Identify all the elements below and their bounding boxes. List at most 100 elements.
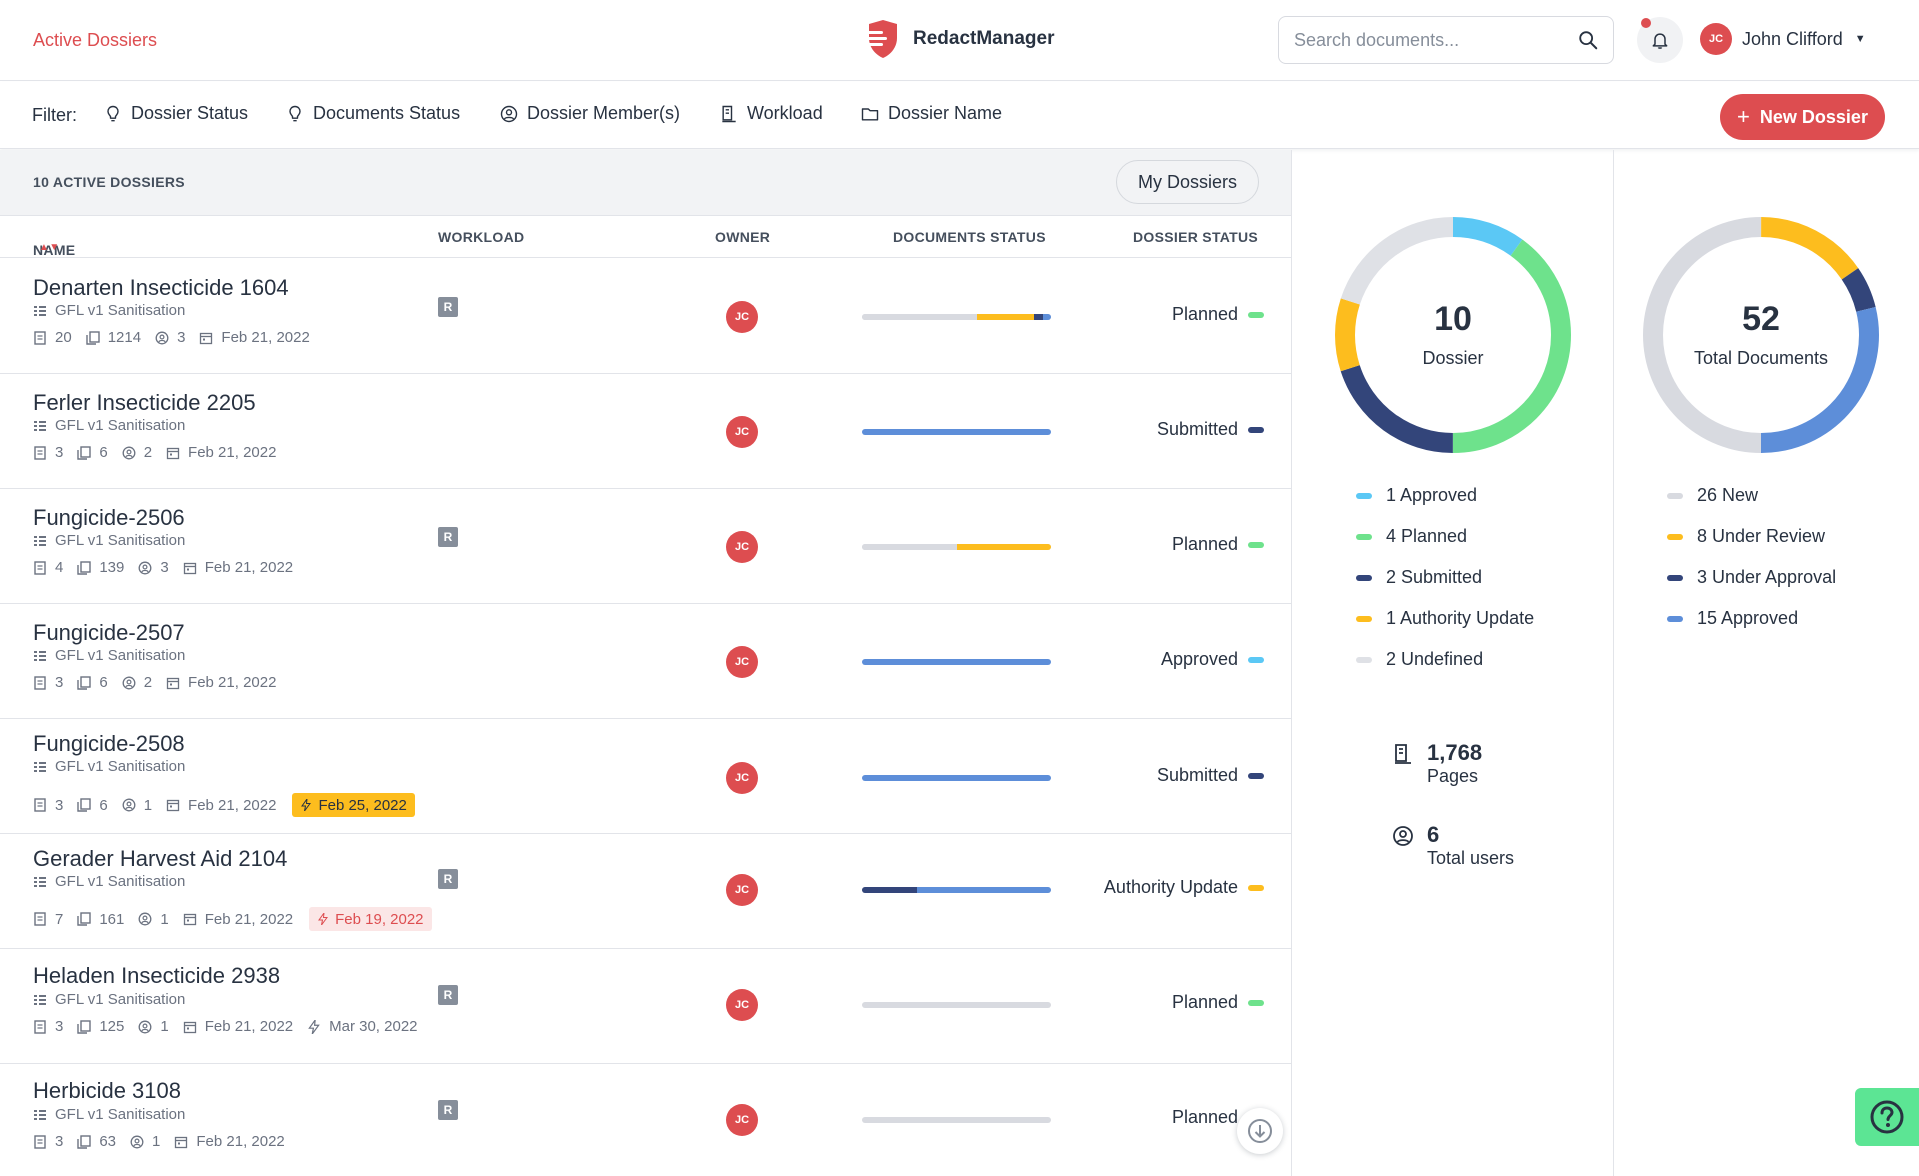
search-input[interactable]	[1294, 29, 1577, 51]
legend-under-review[interactable]: 8 Under Review	[1667, 516, 1836, 557]
documents-status-bar	[862, 544, 1051, 550]
legend-new[interactable]: 26 New	[1667, 475, 1836, 516]
created-date-value: Feb 21, 2022	[188, 796, 277, 814]
legend-authority-update[interactable]: 1 Authority Update	[1356, 598, 1534, 639]
owner-avatar[interactable]: JC	[726, 874, 758, 906]
owner-avatar[interactable]: JC	[726, 1104, 758, 1136]
calendar-icon	[183, 1021, 196, 1033]
breadcrumb-active-dossiers[interactable]: Active Dossiers	[33, 30, 158, 50]
filter-workload[interactable]: Workload	[719, 103, 823, 124]
owner-avatar[interactable]: JC	[726, 301, 758, 333]
scroll-to-bottom-button[interactable]	[1237, 1108, 1283, 1154]
dossier-name[interactable]: Fungicide-2506	[33, 505, 185, 530]
dossier-name[interactable]: Gerader Harvest Aid 2104	[33, 846, 288, 871]
document-icon	[34, 675, 46, 690]
legend-under-approval[interactable]: 3 Under Approval	[1667, 557, 1836, 598]
table-row[interactable]: Ferler Insecticide 2205 GFL v1 Sanitisat…	[0, 374, 1291, 489]
user-circle-icon	[122, 676, 136, 689]
dossier-status-label: Planned	[1171, 1107, 1238, 1127]
filter-dossier-name[interactable]: Dossier Name	[860, 103, 1002, 124]
dossier-name[interactable]: Herbicide 3108	[33, 1078, 181, 1103]
legend-planned[interactable]: 4 Planned	[1356, 516, 1534, 557]
document-icon	[34, 798, 46, 812]
template-icon	[34, 1109, 46, 1120]
legend-submitted-label: 2 Submitted	[1386, 567, 1483, 587]
table-row[interactable]: Fungicide-2506 GFL v1 Sanitisation 4 139…	[0, 489, 1291, 604]
pages-count-value: 63	[99, 1133, 117, 1150]
owner-avatar[interactable]: JC	[726, 646, 758, 678]
users-value: 6	[1427, 822, 1440, 847]
help-button[interactable]	[1855, 1088, 1919, 1146]
new-dossier-button[interactable]: + New Dossier	[1720, 94, 1885, 140]
filter-dossier-status[interactable]: Dossier Status	[103, 103, 248, 124]
legend-approved[interactable]: 1 Approved	[1356, 475, 1534, 516]
table-row[interactable]: Gerader Harvest Aid 2104 GFL v1 Sanitisa…	[0, 834, 1291, 949]
pages-icon	[77, 445, 92, 460]
dossier-name[interactable]: Denarten Insecticide 1604	[33, 275, 289, 300]
legend-submitted[interactable]: 2 Submitted	[1356, 557, 1534, 598]
user-menu[interactable]: JC John Clifford ▼	[1700, 23, 1866, 55]
owner-avatar[interactable]: JC	[726, 989, 758, 1021]
documents-status-bar	[862, 659, 1051, 665]
members-count: 2	[122, 674, 152, 691]
dossier-statistics-panel: 10 Dossier 1 Approved 4 Planned 2 Submit…	[1293, 150, 1919, 1176]
lightbulb-icon	[107, 105, 119, 121]
table-row[interactable]: Heladen Insecticide 2938 GFL v1 Sanitisa…	[0, 949, 1291, 1064]
template-icon	[34, 305, 46, 316]
sort-icon[interactable]: ▲▼	[39, 242, 60, 253]
document-list-icon	[1395, 744, 1411, 764]
user-avatar: JC	[1700, 23, 1732, 55]
user-circle-icon	[1393, 826, 1413, 846]
template-name: GFL v1 Sanitisation	[55, 758, 186, 775]
members-count-value: 1	[152, 1133, 161, 1150]
documents-legend: 26 New 8 Under Review 3 Under Approval 1…	[1667, 475, 1836, 639]
chevron-down-icon: ▼	[1854, 33, 1866, 45]
user-circle-icon	[130, 1135, 144, 1148]
table-row[interactable]: Herbicide 3108 GFL v1 Sanitisation 3 63 …	[0, 1064, 1291, 1176]
brand[interactable]: RedactManager	[861, 18, 1055, 60]
dossier-status-label: Approved	[1160, 649, 1238, 669]
pages-kpi: 1,768 Pages	[1391, 740, 1482, 787]
owner-avatar[interactable]: JC	[726, 416, 758, 448]
column-owner[interactable]: OWNER	[715, 229, 771, 245]
legend-under-approval-label: 3 Under Approval	[1697, 567, 1837, 587]
dossier-status: Planned	[1172, 992, 1264, 1013]
dossier-name[interactable]: Fungicide-2508	[33, 731, 185, 756]
template-icon	[34, 994, 46, 1005]
legend-undefined[interactable]: 2 Undefined	[1356, 639, 1534, 680]
documents-count-value: 3	[55, 674, 64, 691]
my-dossiers-toggle[interactable]: My Dossiers	[1116, 160, 1259, 204]
user-circle-icon	[500, 105, 518, 122]
notifications-button[interactable]	[1637, 17, 1683, 63]
search-box[interactable]	[1278, 16, 1614, 64]
legend-undefined-label: 2 Undefined	[1386, 649, 1484, 669]
legend-swatch	[1356, 656, 1372, 663]
donut-segment-authority-update	[1335, 217, 1571, 453]
dossier-name[interactable]: Ferler Insecticide 2205	[33, 390, 256, 415]
pages-label: Pages	[1427, 766, 1479, 786]
due-date: Mar 30, 2022	[307, 1018, 418, 1035]
documents-count: 4	[33, 559, 63, 576]
table-row[interactable]: Fungicide-2507 GFL v1 Sanitisation 3 6 2…	[0, 604, 1291, 719]
documents-total-label: Total Documents	[1693, 348, 1829, 368]
dossier-template: GFL v1 Sanitisation	[33, 417, 185, 434]
table-row[interactable]: Denarten Insecticide 1604 GFL v1 Sanitis…	[0, 259, 1291, 374]
documents-count-value: 3	[55, 444, 64, 461]
owner-avatar[interactable]: JC	[726, 531, 758, 563]
dossier-name[interactable]: Heladen Insecticide 2938	[33, 963, 281, 988]
table-row[interactable]: Fungicide-2508 GFL v1 Sanitisation 3 6 1…	[0, 719, 1291, 834]
search-icon[interactable]	[1577, 29, 1599, 51]
filter-documents-status-label: Documents Status	[313, 103, 461, 123]
created-date-value: Feb 21, 2022	[204, 910, 294, 928]
legend-doc-approved[interactable]: 15 Approved	[1667, 598, 1836, 639]
dossier-name[interactable]: Fungicide-2507	[33, 620, 185, 645]
owner-avatar[interactable]: JC	[726, 762, 758, 794]
column-dossier-status[interactable]: DOSSIER STATUS	[1133, 229, 1259, 245]
filter-dossier-members-label: Dossier Member(s)	[527, 103, 681, 123]
filter-dossier-members[interactable]: Dossier Member(s)	[499, 103, 680, 124]
filter-documents-status[interactable]: Documents Status	[285, 103, 460, 124]
column-documents-status[interactable]: DOCUMENTS STATUS	[893, 229, 1046, 245]
created-date-value: Feb 21, 2022	[188, 444, 277, 461]
members-count: 1	[138, 1018, 169, 1035]
column-workload[interactable]: WORKLOAD	[438, 229, 525, 245]
